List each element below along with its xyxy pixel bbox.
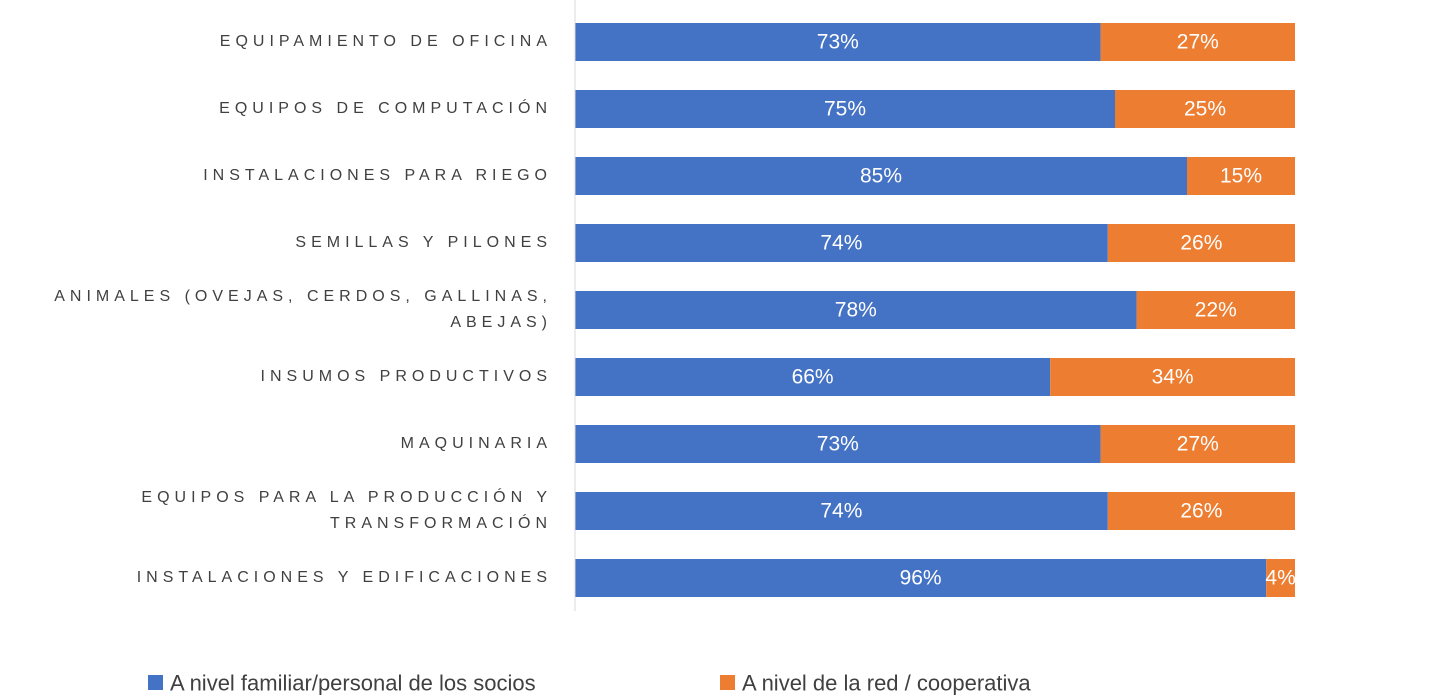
bar-segment — [575, 157, 1187, 195]
data-label: 75% — [824, 98, 866, 121]
bar-segment — [575, 291, 1137, 329]
bar-segment — [1107, 492, 1295, 530]
category-label: EQUIPAMIENTO DE OFICINA — [219, 33, 552, 50]
category-label: MAQUINARIA — [400, 435, 552, 452]
data-label: 15% — [1220, 165, 1262, 188]
data-label: 27% — [1177, 433, 1219, 456]
category-label: INSUMOS PRODUCTIVOS — [260, 368, 552, 385]
data-label: 27% — [1177, 31, 1219, 54]
bar-segment — [1107, 224, 1295, 262]
data-label: 22% — [1195, 299, 1237, 322]
bar-segment — [1266, 559, 1295, 597]
category-label: SEMILLAS Y PILONES — [295, 234, 552, 251]
data-label: 26% — [1180, 232, 1222, 255]
legend-label: A nivel familiar/personal de los socios — [170, 671, 536, 696]
data-label: 25% — [1184, 98, 1226, 121]
bar-segment — [575, 23, 1101, 61]
data-label: 73% — [817, 433, 859, 456]
data-label: 34% — [1152, 366, 1194, 389]
legend-swatch — [148, 675, 163, 690]
legend-label: A nivel de la red / cooperativa — [742, 671, 1031, 696]
bar-segment — [575, 559, 1267, 597]
data-label: 26% — [1180, 500, 1222, 523]
data-label: 74% — [820, 500, 862, 523]
bar-segment — [1050, 358, 1295, 396]
legend-swatch — [720, 675, 735, 690]
category-label: EQUIPOS PARA LA PRODUCCIÓN Y TRANSFORMAC… — [141, 489, 552, 532]
category-label: INSTALACIONES Y EDIFICACIONES — [136, 569, 552, 586]
category-label: EQUIPOS DE COMPUTACIÓN — [219, 100, 552, 117]
bar-segment — [575, 224, 1108, 262]
bar-segment — [575, 358, 1051, 396]
bar-segment — [575, 425, 1101, 463]
bar-segment — [1115, 90, 1295, 128]
data-label: 78% — [835, 299, 877, 322]
bar-segment — [1187, 157, 1295, 195]
data-label: 73% — [817, 31, 859, 54]
data-label: 85% — [860, 165, 902, 188]
data-label: 66% — [792, 366, 834, 389]
data-label: 96% — [900, 567, 942, 590]
bar-segment — [575, 90, 1115, 128]
bar-segment — [1100, 23, 1295, 61]
data-label: 4% — [1265, 567, 1295, 590]
category-label: INSTALACIONES PARA RIEGO — [203, 167, 552, 184]
data-label: 74% — [820, 232, 862, 255]
bar-segment — [575, 492, 1108, 530]
bar-segment — [1136, 291, 1295, 329]
bar-segment — [1100, 425, 1295, 463]
category-label: ANIMALES (OVEJAS, CERDOS, GALLINAS, ABEJ… — [54, 288, 552, 331]
